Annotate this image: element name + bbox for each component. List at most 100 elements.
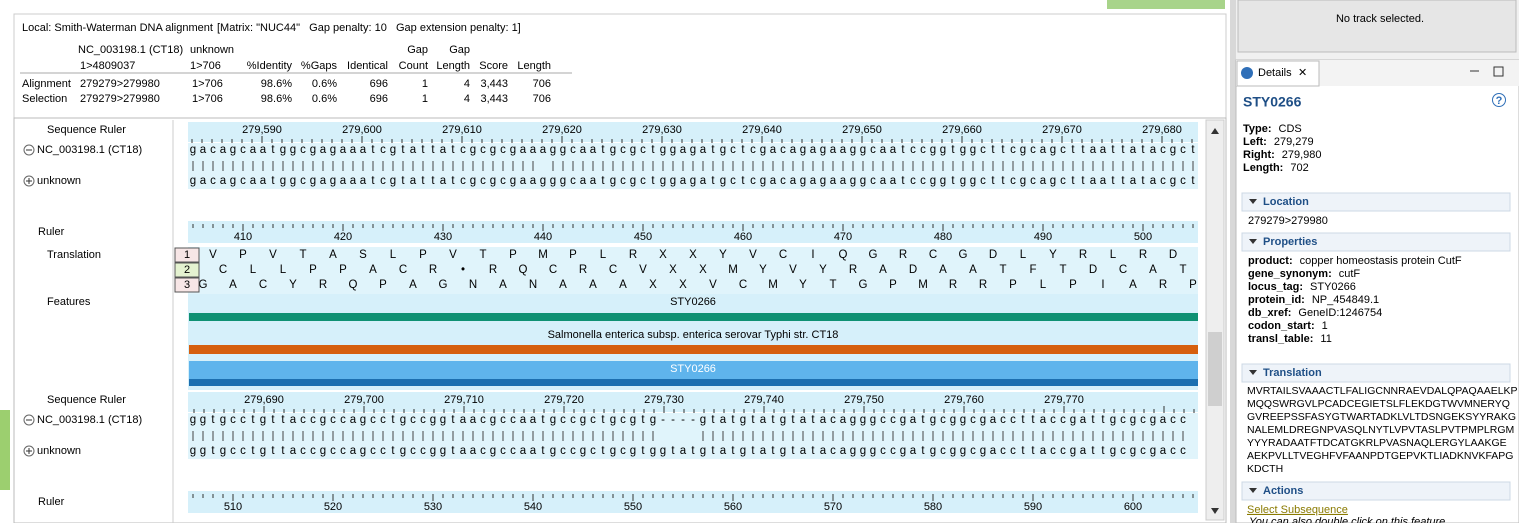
- key: Length:: [1243, 162, 1283, 174]
- ruler-label: 279,610: [442, 124, 482, 136]
- ruler-label: 450: [634, 231, 652, 243]
- search-tab: [1107, 0, 1225, 9]
- track-label: unknown: [37, 175, 81, 187]
- cell: 696: [370, 93, 388, 105]
- frame-number: 2: [184, 264, 190, 276]
- ruler-label: 279,740: [744, 394, 784, 406]
- value: CDS: [1279, 123, 1302, 135]
- info-icon: [1241, 67, 1253, 79]
- scroll-thumb[interactable]: [1208, 332, 1222, 406]
- cell: 98.6%: [261, 93, 292, 105]
- value: STY0266: [1310, 281, 1356, 293]
- help-icon[interactable]: [1492, 93, 1506, 107]
- feature-bar: [189, 379, 1198, 386]
- track-label: unknown: [37, 445, 81, 457]
- section-toggle: [1249, 199, 1257, 204]
- ruler-label: 279,760: [944, 394, 984, 406]
- frame-box: [174, 247, 200, 263]
- track-band: [188, 392, 1198, 412]
- key: Type:: [1243, 123, 1272, 135]
- ruler-label: 480: [934, 231, 952, 243]
- ruler-label: 279,770: [1044, 394, 1084, 406]
- amino-acids: VPVTASLPVTPMPLRXXYVCIQGRCGDLYRLRD: [209, 249, 1177, 261]
- translation-line: AEKPVLLTVEGHFVFAANPDTGEPVKTLIADKNVKFAPG: [1247, 450, 1513, 462]
- column-header: Gap: [407, 44, 428, 56]
- track-label: Ruler: [38, 226, 65, 238]
- track-label: Features: [47, 296, 91, 308]
- amino-acids: CLLPPACR•RQCRCVXXMYVYRADAATFTDCAT: [219, 264, 1187, 276]
- cell: 4: [464, 78, 470, 90]
- feature-label: Salmonella enterica subsp. enterica sero…: [548, 329, 839, 341]
- ruler-label: 279,690: [244, 394, 284, 406]
- column-header: Gap: [449, 44, 470, 56]
- value: 11: [1320, 333, 1331, 345]
- column-header: NC_003198.1 (CT18): [78, 44, 183, 56]
- column-header: 1>4809037: [80, 60, 135, 72]
- track-band: [188, 221, 1198, 243]
- translation-line: KDCTH: [1247, 463, 1283, 475]
- ruler-label: 510: [224, 501, 242, 513]
- ruler-label: 430: [434, 231, 452, 243]
- summary-params: [Matrix: "NUC44" Gap penalty: 10 Gap ext…: [217, 22, 521, 34]
- action-link[interactable]: Select Subsequence: [1247, 504, 1348, 516]
- column-header: Score: [479, 60, 508, 72]
- cell: 4: [464, 93, 470, 105]
- ruler-label: 279,700: [344, 394, 384, 406]
- column-header: %Identity: [247, 60, 293, 72]
- right-content: No track selected. Details STY0266 Type: CDS…: [1241, 13, 1518, 523]
- section-title: Translation: [1263, 367, 1322, 379]
- cell: 0.6%: [312, 93, 337, 105]
- ruler-label: 279,640: [742, 124, 782, 136]
- section-toggle: [1249, 370, 1257, 375]
- section-header: [1241, 363, 1511, 383]
- value: NP_454849.1: [1312, 294, 1379, 306]
- frame-box: [174, 262, 200, 278]
- feature-label: STY0266: [670, 363, 716, 375]
- value: cutF: [1339, 268, 1361, 280]
- track-band: [188, 413, 1198, 459]
- key: protein_id:: [1248, 294, 1305, 306]
- key: locus_tag:: [1248, 281, 1303, 293]
- scroll-up[interactable]: [1211, 128, 1219, 134]
- track-panel: [1237, 0, 1517, 53]
- cell: 696: [370, 78, 388, 90]
- maximize[interactable]: [1493, 66, 1504, 77]
- key: codon_start:: [1248, 320, 1315, 332]
- translation-line: YYYRADAATFTDCATGKRLPVASNAQLERGYLAAKGE: [1247, 437, 1507, 449]
- ruler-label: 279,680: [1142, 124, 1182, 136]
- key: db_xref:: [1248, 307, 1291, 319]
- scroll-down[interactable]: [1211, 508, 1219, 514]
- key: gene_synonym:: [1248, 268, 1332, 280]
- ruler-label: 520: [324, 501, 342, 513]
- key: Left:: [1243, 136, 1267, 148]
- cell: 1: [422, 93, 428, 105]
- scrollbar[interactable]: [1205, 119, 1225, 521]
- section-toggle: [1249, 239, 1257, 244]
- value: 1: [1322, 320, 1328, 332]
- cell: 1: [422, 78, 428, 90]
- cell: 0.6%: [312, 78, 337, 90]
- location: 279279>279980: [1248, 215, 1328, 227]
- cell: 1>706: [192, 78, 223, 90]
- feature-label: STY0266: [670, 296, 716, 308]
- translation-line: MVRTAILSVAAACTLFALIGCNNRAEVDALQPAQAAELKP: [1247, 385, 1518, 397]
- translation-line: GVREEPSSFASYGTWARTADKLVLTDSNGEKSYYRAKG: [1247, 411, 1516, 423]
- value: 279,279: [1274, 136, 1314, 148]
- cell: 706: [533, 93, 551, 105]
- ruler-label: 279,620: [542, 124, 582, 136]
- cell: 279279>279980: [80, 93, 160, 105]
- ruler-label: 279,660: [942, 124, 982, 136]
- tracks: 279,590 279,600 279,610 279,620 279,630 279,6…: [188, 122, 1198, 513]
- feature-bar: [189, 345, 1198, 354]
- cell: 98.6%: [261, 78, 292, 90]
- close-tab[interactable]: ✕: [1298, 67, 1307, 79]
- section-title: Actions: [1263, 485, 1303, 497]
- ruler-label: 550: [624, 501, 642, 513]
- ruler-label: 279,730: [644, 394, 684, 406]
- row-label: Selection: [22, 93, 67, 105]
- track-band: [188, 491, 1198, 513]
- feature-bar: [189, 313, 1198, 321]
- value: copper homeostasis protein CutF: [1300, 255, 1462, 267]
- ruler-label: 440: [534, 231, 552, 243]
